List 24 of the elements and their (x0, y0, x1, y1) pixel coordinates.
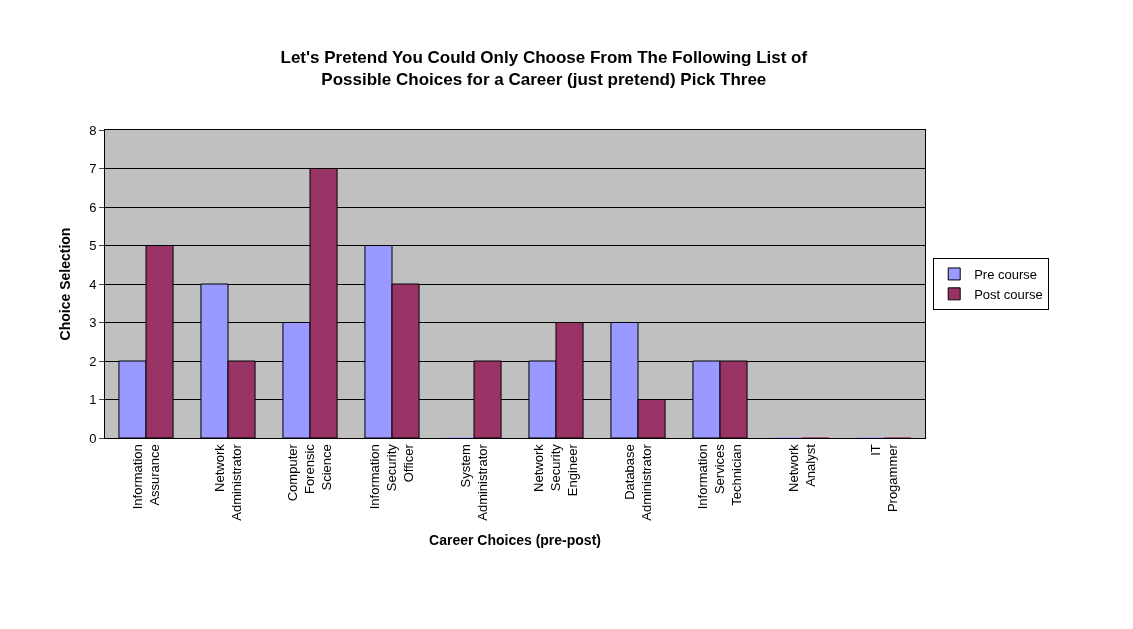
x-tick-label: Information Services Technician (695, 443, 745, 510)
x-tick-label: Database Administrator (621, 443, 654, 521)
y-tick-label: 6 (89, 199, 97, 215)
x-tick-label: System Administrator (457, 443, 490, 521)
y-axis-title: Choice Selection (56, 227, 73, 341)
y-tick-label: 7 (89, 161, 97, 177)
chart-title: Let's Pretend You Could Only Choose From The Following List of Possible Choices for a Career (just pretend) Pick Three (280, 47, 808, 89)
legend-label: Pre course (974, 267, 1038, 283)
x-tick-label: IT Progammer (867, 443, 900, 513)
x-tick-label: Network Administrator (211, 443, 244, 521)
x-tick-label: Network Analyst (785, 443, 818, 492)
y-tick-label: 0 (89, 430, 97, 446)
x-tick-label: Network Security Engineer (531, 443, 581, 497)
y-tick-label: 2 (89, 353, 97, 369)
y-tick-label: 5 (89, 238, 97, 254)
y-tick-label: 1 (89, 392, 97, 408)
x-axis-title: Career Choices (pre-post) (429, 532, 601, 549)
y-tick-label: 4 (89, 276, 97, 292)
y-tick-label: 3 (89, 315, 97, 331)
x-tick-label: Information Security Officer (367, 443, 417, 510)
legend-label: Post course (974, 286, 1043, 302)
y-tick-label: 8 (89, 122, 97, 138)
x-tick-label: Computer Forensic Science (285, 443, 335, 502)
x-tick-label: Information Assurance (129, 444, 162, 510)
